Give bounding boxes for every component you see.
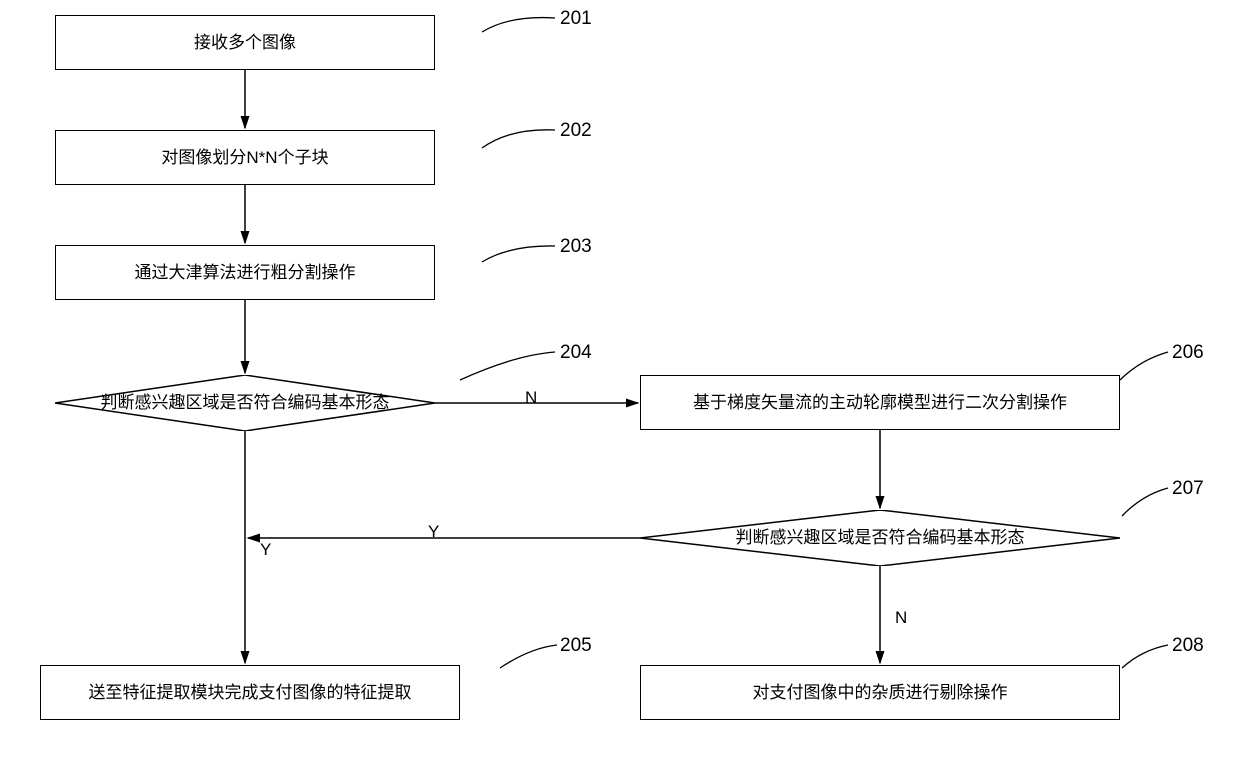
step-label-205: 205	[560, 635, 592, 657]
leader-203	[482, 246, 555, 262]
node-208-text: 对支付图像中的杂质进行剔除操作	[753, 681, 1008, 705]
step-label-206: 206	[1172, 342, 1204, 364]
leader-202	[482, 130, 555, 148]
leader-207	[1122, 488, 1168, 516]
node-205-text: 送至特征提取模块完成支付图像的特征提取	[89, 681, 412, 705]
node-206-text: 基于梯度矢量流的主动轮廓模型进行二次分割操作	[693, 391, 1067, 415]
leader-205	[500, 645, 557, 668]
edge-label-207-205: Y	[428, 522, 439, 542]
leader-201	[482, 18, 555, 32]
step-label-204: 204	[560, 342, 592, 364]
edge-label-207-208: N	[895, 608, 907, 628]
node-207-text: 判断感兴趣区域是否符合编码基本形态	[736, 526, 1025, 550]
step-label-201: 201	[560, 8, 592, 30]
leader-208	[1122, 645, 1168, 668]
edge-label-204-206: N	[525, 388, 537, 408]
node-204-text: 判断感兴趣区域是否符合编码基本形态	[101, 391, 390, 415]
node-201: 接收多个图像	[55, 15, 435, 70]
node-207: 判断感兴趣区域是否符合编码基本形态	[640, 510, 1120, 566]
step-label-202: 202	[560, 120, 592, 142]
node-203: 通过大津算法进行粗分割操作	[55, 245, 435, 300]
node-202: 对图像划分N*N个子块	[55, 130, 435, 185]
leader-206	[1120, 352, 1168, 380]
node-201-text: 接收多个图像	[194, 31, 296, 55]
node-206: 基于梯度矢量流的主动轮廓模型进行二次分割操作	[640, 375, 1120, 430]
edge-label-204-205: Y	[260, 540, 271, 560]
node-203-text: 通过大津算法进行粗分割操作	[135, 261, 356, 285]
node-204: 判断感兴趣区域是否符合编码基本形态	[55, 375, 435, 431]
step-label-208: 208	[1172, 635, 1204, 657]
node-202-text: 对图像划分N*N个子块	[161, 146, 328, 170]
leader-204	[460, 352, 555, 380]
node-205: 送至特征提取模块完成支付图像的特征提取	[40, 665, 460, 720]
node-208: 对支付图像中的杂质进行剔除操作	[640, 665, 1120, 720]
step-label-207: 207	[1172, 478, 1204, 500]
step-label-203: 203	[560, 236, 592, 258]
